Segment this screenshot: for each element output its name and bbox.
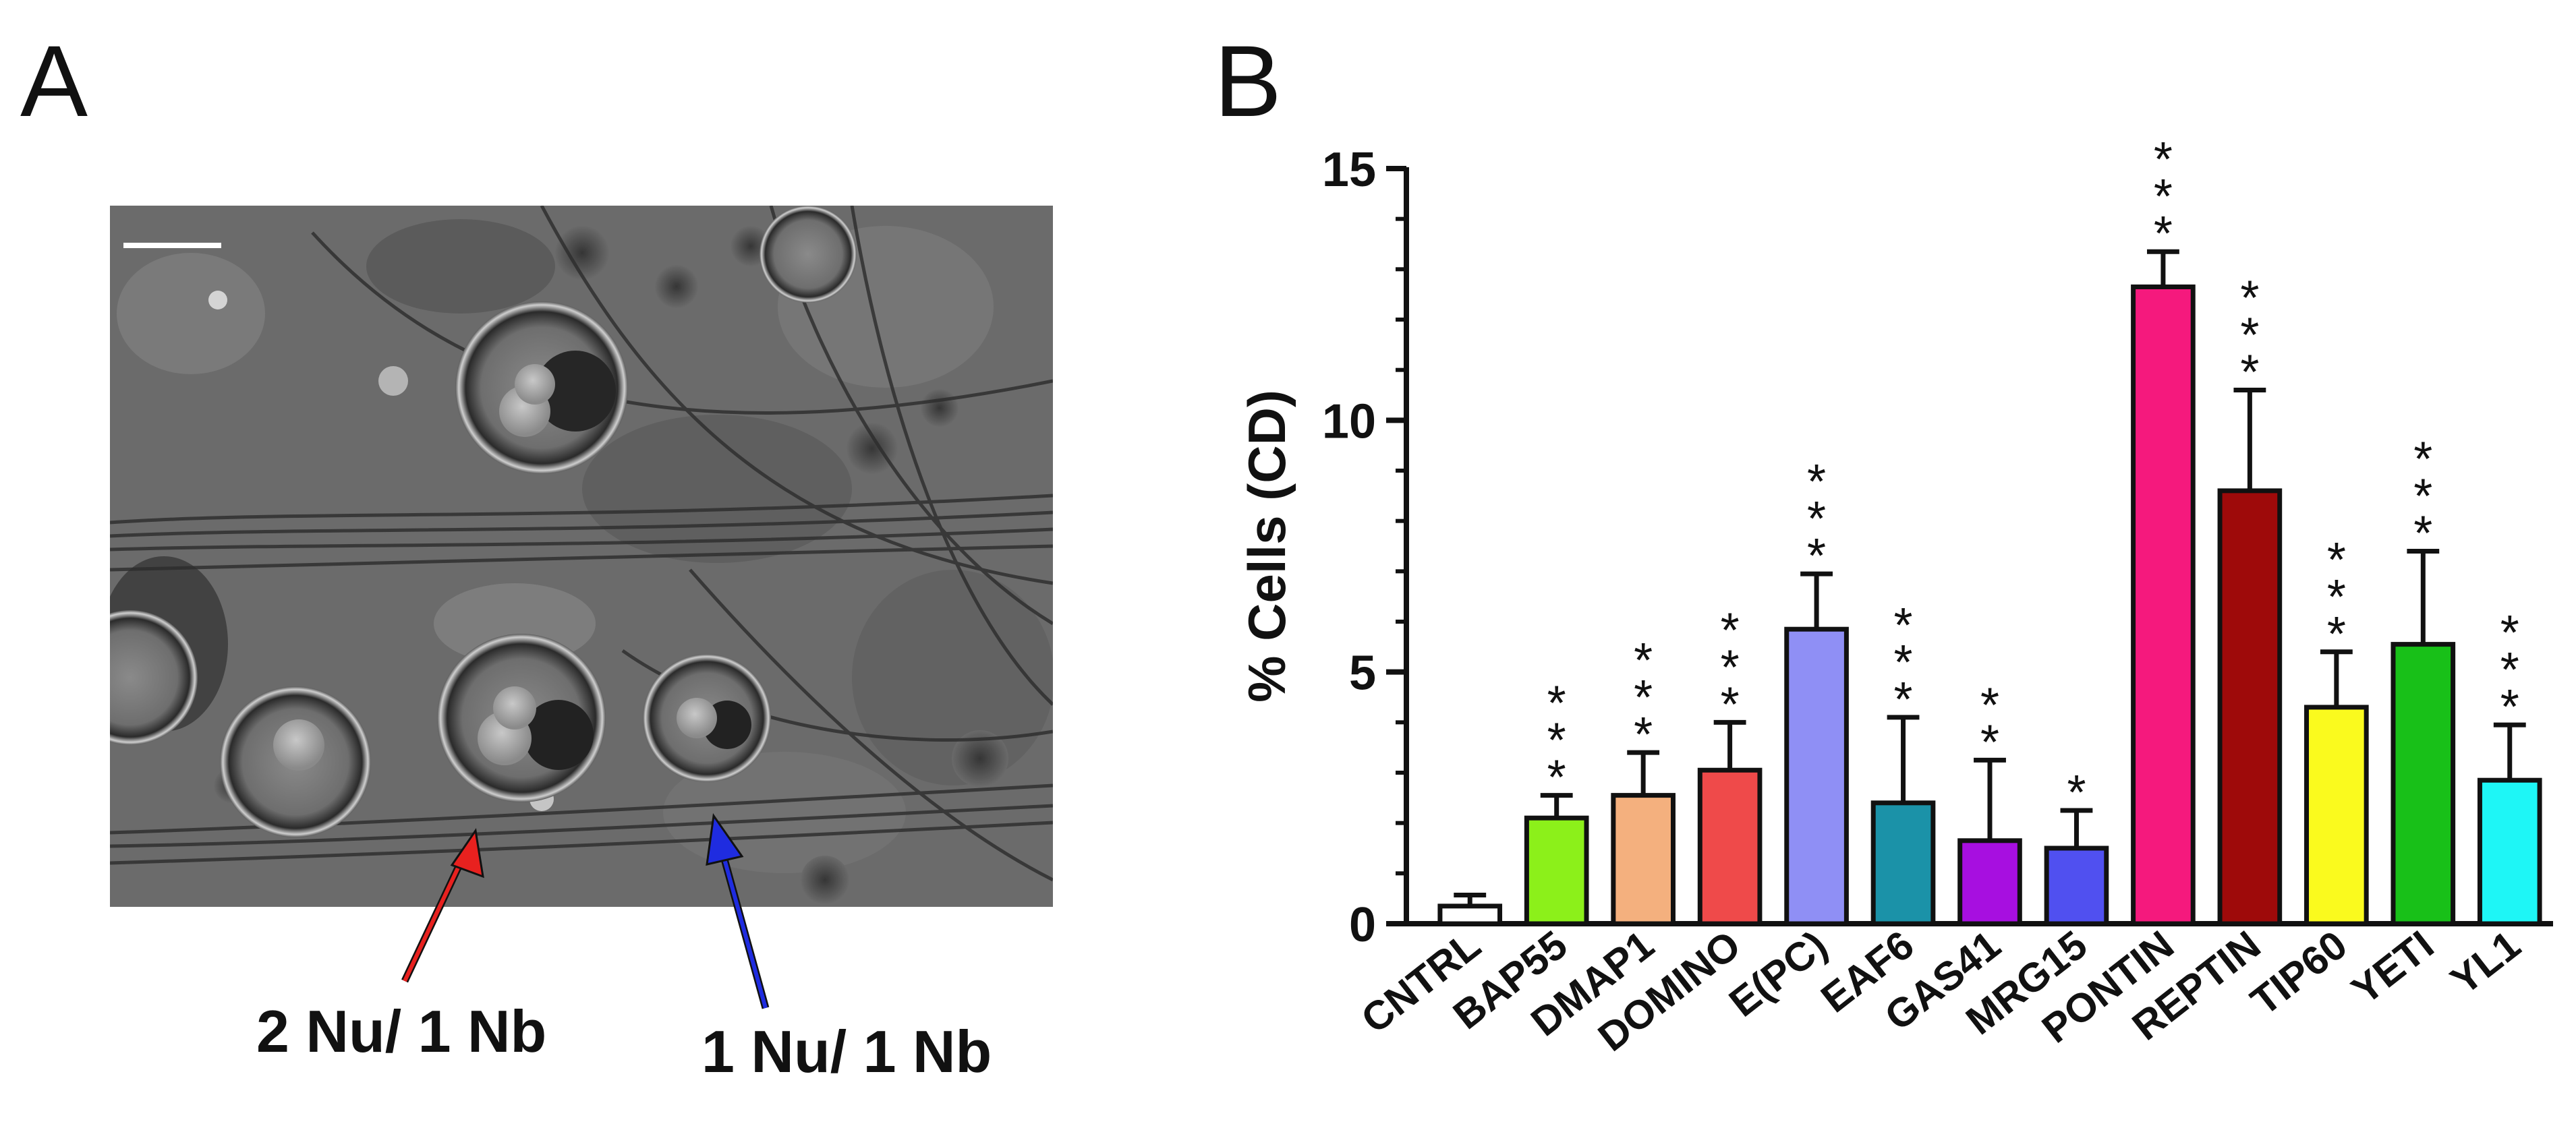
bar-yeti	[2391, 642, 2456, 926]
significance-marker: * * *	[2500, 606, 2519, 734]
bar-gas41	[1957, 838, 2022, 926]
bar-eaf6	[1870, 800, 1936, 926]
bar-bap55	[1524, 815, 1589, 926]
y-axis-label: % Cells (CD)	[1237, 390, 1296, 703]
cyst-large-top	[455, 301, 628, 474]
scale-bar	[123, 243, 221, 248]
micrograph-image	[110, 206, 1053, 907]
bar-dmap1	[1611, 793, 1676, 926]
x-tick-label: E(PC)	[1721, 922, 1835, 1025]
y-tick-label: 10	[1322, 394, 1376, 448]
significance-marker: * * *	[1547, 677, 1566, 805]
cyst-top-right	[760, 206, 857, 303]
significance-marker: * * *	[2154, 133, 2173, 261]
y-tick-label: 15	[1322, 143, 1376, 197]
y-tick-label: 0	[1349, 898, 1376, 952]
x-tick-label: YETI	[2343, 922, 2442, 1013]
cyst-left-edge	[110, 610, 198, 745]
significance-marker: * * *	[2413, 432, 2432, 560]
chart-bars-group	[1437, 249, 2542, 926]
fiber-bundles	[110, 206, 1053, 882]
x-tick-label: TIP60	[2242, 922, 2355, 1023]
bar-tip60	[2304, 705, 2369, 926]
panel-b-label: B	[1214, 24, 1282, 138]
cyst-bottom-left	[220, 686, 371, 837]
bar-reptin	[2217, 488, 2283, 926]
significance-marker: * * *	[2240, 272, 2259, 400]
bar-yl1	[2477, 777, 2542, 926]
significance-marker: * * *	[1807, 455, 1826, 583]
significance-marker: * * *	[1634, 634, 1653, 762]
bar-epc	[1784, 626, 1849, 926]
bar-domino	[1697, 767, 1763, 926]
cyst-two-nuclei	[437, 634, 606, 802]
arrow-1nu-1nb	[706, 813, 770, 1009]
label-2nu-1nb: 2 Nu/ 1 Nb	[256, 998, 546, 1065]
x-tick-label: YL1	[2442, 922, 2529, 1003]
significance-marker: * * *	[2327, 533, 2346, 661]
significance-marker: *	[2067, 766, 2086, 820]
arrow-2nu-1nb	[401, 828, 484, 983]
bar-mrg15	[2044, 845, 2109, 926]
cyst-one-nucleus	[643, 654, 771, 782]
significance-marker: * * *	[1721, 603, 1740, 732]
panel-a-label: A	[20, 24, 88, 138]
bar-pontin	[2131, 284, 2196, 926]
bar-cntrl	[1437, 903, 1503, 926]
significance-marker: * *	[1980, 678, 1999, 769]
y-tick-label: 5	[1349, 647, 1376, 701]
significance-marker: * * *	[1894, 599, 1913, 727]
label-1nu-1nb: 1 Nu/ 1 Nb	[702, 1018, 992, 1085]
